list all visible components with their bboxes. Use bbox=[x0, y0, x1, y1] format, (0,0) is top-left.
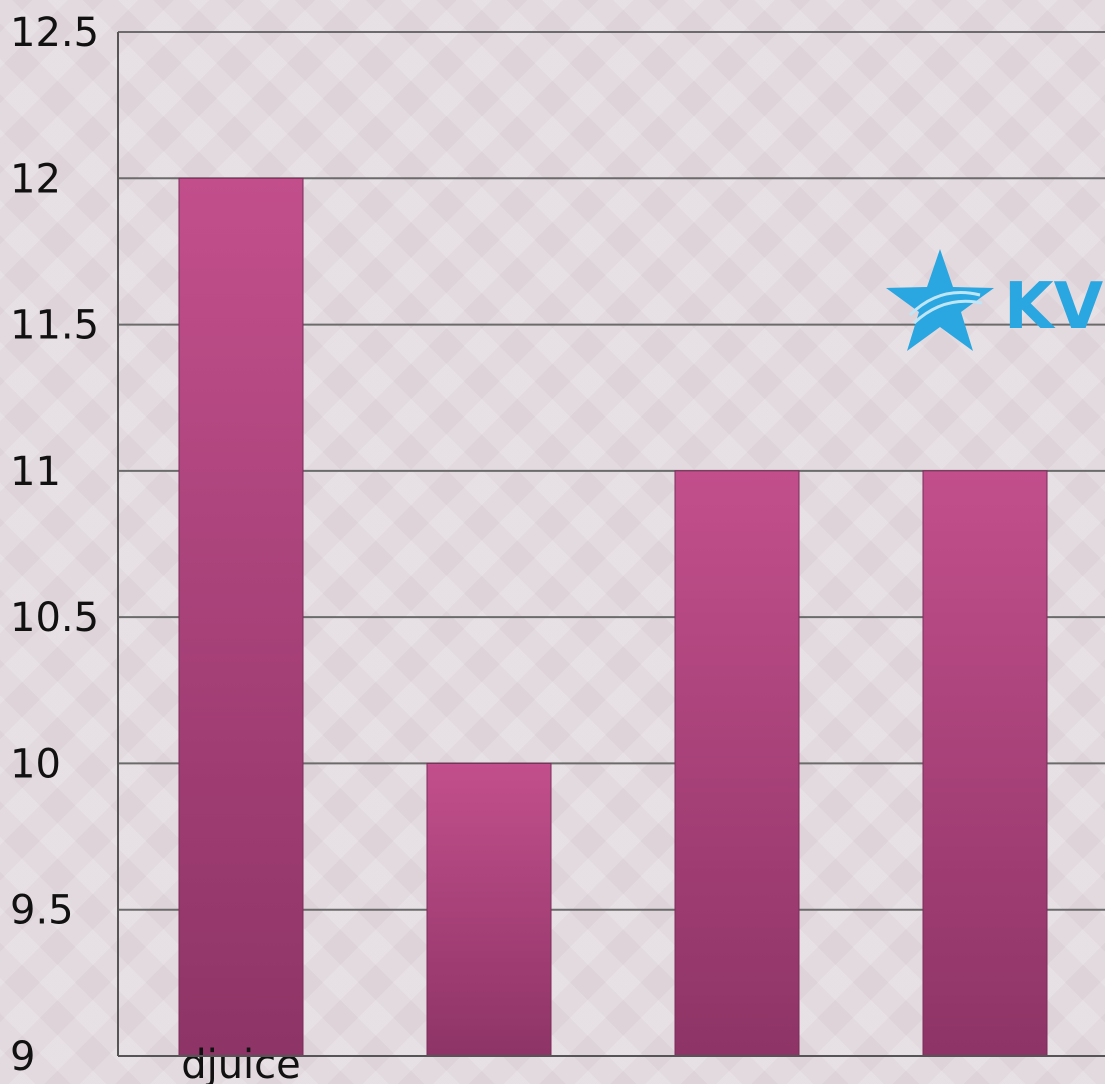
y-tick-label: 10 bbox=[10, 741, 61, 787]
y-axis-ticks: 9 9.5 10 10.5 11 11.5 12 12.5 bbox=[10, 10, 99, 1080]
bars bbox=[178, 177, 1048, 1057]
category-labels: djuice bbox=[181, 1042, 301, 1084]
category-label: djuice bbox=[181, 1042, 301, 1084]
y-tick-label: 12.5 bbox=[10, 10, 99, 56]
bar bbox=[178, 177, 304, 1057]
y-tick-label: 11 bbox=[10, 449, 61, 495]
star-icon bbox=[886, 249, 994, 351]
bar bbox=[426, 762, 552, 1057]
logo-text: KV bbox=[1004, 270, 1104, 344]
star-swoosh-icon bbox=[908, 291, 983, 325]
bar bbox=[922, 470, 1048, 1057]
y-tick-label: 10.5 bbox=[10, 595, 99, 641]
y-tick-label: 9.5 bbox=[10, 888, 74, 934]
y-tick-label: 11.5 bbox=[10, 303, 99, 349]
logo: KV bbox=[886, 249, 1104, 351]
y-tick-label: 9 bbox=[10, 1034, 35, 1080]
bar bbox=[674, 470, 800, 1057]
y-tick-label: 12 bbox=[10, 156, 61, 202]
